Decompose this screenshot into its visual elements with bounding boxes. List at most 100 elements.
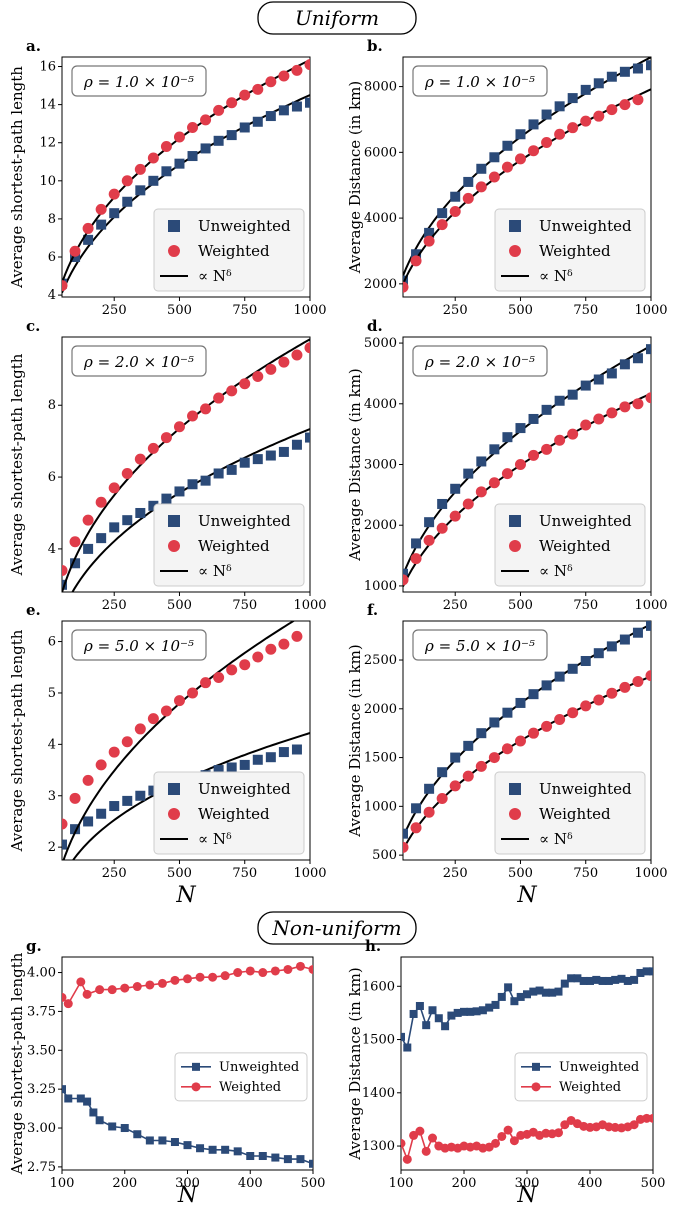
data-point-weighted <box>503 1125 513 1135</box>
legend-marker-unweighted <box>168 783 180 795</box>
data-point-unweighted <box>463 176 474 187</box>
data-point-unweighted <box>305 97 310 108</box>
data-point-unweighted <box>291 744 302 755</box>
data-point-weighted <box>245 966 255 976</box>
y-tick-label: 5 <box>48 686 56 701</box>
plot-area <box>403 57 651 293</box>
y-tick-label: 2 <box>48 840 56 855</box>
legend-label: Unweighted <box>539 512 632 530</box>
legend-box <box>153 771 305 855</box>
data-point-unweighted <box>491 1000 500 1009</box>
plot-area <box>62 338 310 592</box>
legend-box <box>494 503 646 587</box>
data-point-unweighted <box>265 450 276 461</box>
rho-annotation-box <box>412 65 548 97</box>
legend-label: ∝ Nᵟ <box>539 562 573 580</box>
data-point-unweighted <box>516 992 525 1001</box>
data-point-weighted <box>160 705 172 717</box>
data-point-unweighted <box>528 413 539 424</box>
data-point-weighted <box>63 999 73 1009</box>
section-title-non-uniform: Non-uniform <box>271 916 401 940</box>
legend-box <box>494 208 646 292</box>
legend-marker-unweighted <box>192 1062 200 1071</box>
data-point-unweighted <box>541 109 552 120</box>
data-point-weighted <box>173 695 185 707</box>
data-point-weighted <box>403 281 409 293</box>
data-point-unweighted <box>502 432 513 443</box>
data-point-unweighted <box>278 446 289 457</box>
data-point-weighted <box>541 443 553 455</box>
data-point-weighted <box>580 700 592 712</box>
legend-marker-unweighted <box>509 783 521 795</box>
y-tick-label: 4 <box>48 288 56 303</box>
data-point-unweighted <box>529 987 538 996</box>
data-point-unweighted <box>83 1097 92 1106</box>
data-point-unweighted <box>528 689 539 700</box>
x-tick-label: 750 <box>573 598 598 613</box>
data-point-weighted <box>541 720 553 732</box>
data-point-unweighted <box>96 533 107 544</box>
legend-marker-weighted <box>191 1082 201 1092</box>
y-tick-label: 8000 <box>364 80 397 95</box>
data-point-weighted <box>265 363 277 375</box>
data-point-unweighted <box>567 93 578 104</box>
data-point-weighted <box>632 398 644 410</box>
y-tick-label: 14 <box>39 98 56 113</box>
data-point-unweighted <box>403 1043 412 1052</box>
y-tick-label: 10 <box>39 174 56 189</box>
data-point-weighted <box>157 978 167 988</box>
data-point-weighted <box>475 181 487 193</box>
legend-label: ∝ Nᵟ <box>539 267 573 285</box>
data-point-unweighted <box>632 627 643 638</box>
data-point-weighted <box>283 964 293 974</box>
data-point-unweighted <box>502 707 513 718</box>
data-point-unweighted <box>528 119 539 130</box>
data-point-unweighted <box>593 374 604 385</box>
data-point-unweighted <box>145 1136 154 1145</box>
data-point-unweighted <box>485 1003 494 1012</box>
data-point-unweighted <box>64 1094 73 1103</box>
data-point-unweighted <box>619 66 630 77</box>
data-point-weighted <box>108 188 120 200</box>
x-axis-label: N <box>516 883 537 908</box>
data-point-weighted <box>401 1138 406 1148</box>
y-tick-label: 2000 <box>364 277 397 292</box>
legend-box <box>174 1052 308 1102</box>
legend-marker-weighted <box>509 808 521 820</box>
data-point-unweighted <box>424 517 435 528</box>
data-point-unweighted <box>409 1009 418 1018</box>
plot-frame <box>402 56 652 298</box>
data-point-unweighted <box>573 974 582 983</box>
data-point-weighted <box>580 419 592 431</box>
x-tick-label: 250 <box>443 303 468 318</box>
y-tick-label: 4000 <box>364 211 397 226</box>
y-tick-label: 3.00 <box>27 1121 56 1136</box>
data-point-weighted <box>147 442 159 454</box>
data-point-weighted <box>497 1131 507 1141</box>
data-point-unweighted <box>411 249 422 260</box>
plot-frame <box>61 56 311 298</box>
data-point-unweighted <box>606 368 617 379</box>
y-tick-label: 1500 <box>364 751 397 766</box>
data-point-unweighted <box>183 1141 192 1150</box>
data-point-weighted <box>619 401 631 413</box>
data-point-weighted <box>501 161 513 173</box>
y-axis-label: Average shortest-path length <box>8 353 26 576</box>
data-point-weighted <box>183 974 192 984</box>
data-point-weighted <box>554 128 566 140</box>
data-point-unweighted <box>109 208 120 219</box>
data-point-unweighted <box>523 990 531 999</box>
data-point-weighted <box>145 980 155 990</box>
data-point-weighted <box>108 746 120 758</box>
data-point-unweighted <box>161 166 172 177</box>
data-point-unweighted <box>502 140 513 151</box>
data-point-unweighted <box>135 185 146 196</box>
data-point-unweighted <box>541 988 550 997</box>
data-point-unweighted <box>478 1006 487 1015</box>
rho-annotation: ρ = 2.0 × 10⁻⁵ <box>424 353 535 371</box>
x-tick-label: 1000 <box>293 303 326 318</box>
data-point-unweighted <box>401 1032 405 1041</box>
rho-annotation-box <box>71 65 207 97</box>
data-point-weighted <box>304 342 310 354</box>
plot-area <box>62 961 313 1168</box>
